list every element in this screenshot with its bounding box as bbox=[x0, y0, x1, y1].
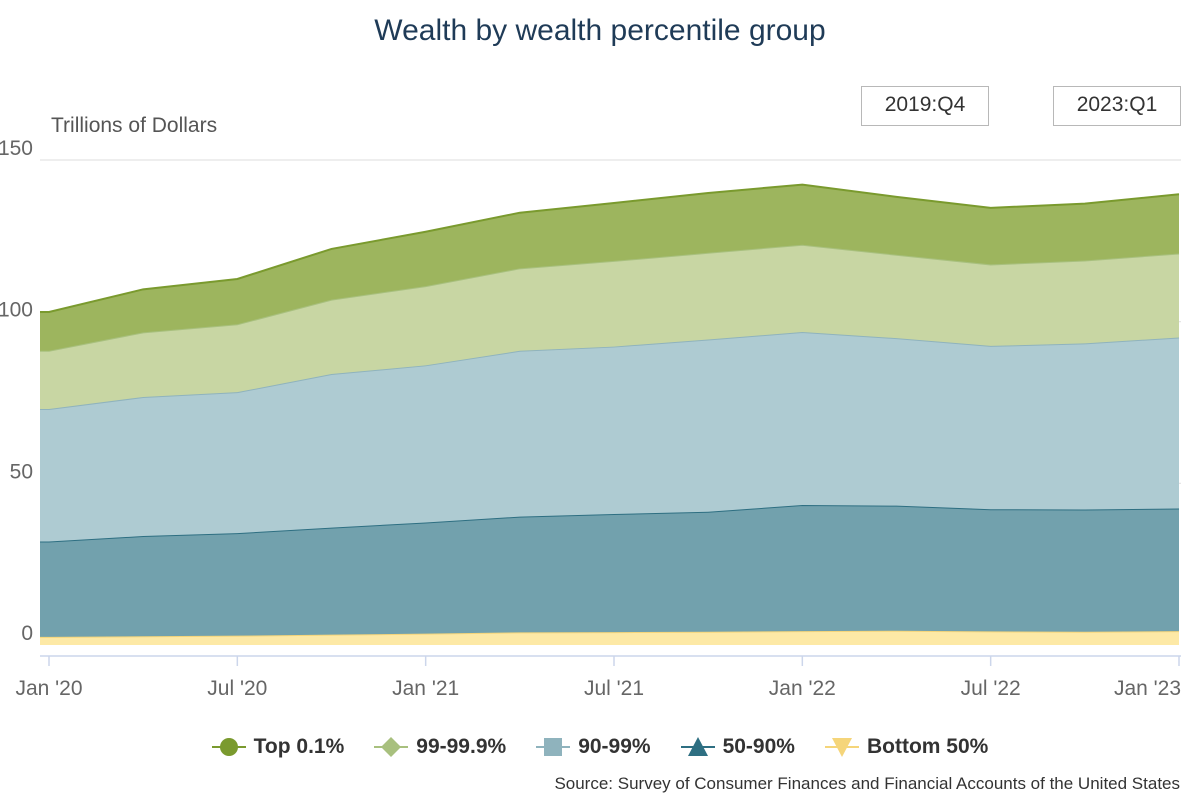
legend-label: 90-99% bbox=[578, 735, 651, 758]
y-axis-label: Trillions of Dollars bbox=[51, 114, 218, 137]
area-99-99-9-[interactable] bbox=[40, 244, 1179, 409]
x-tick-label: Jan '23 bbox=[1114, 677, 1181, 700]
source-note: Source: Survey of Consumer Finances and … bbox=[554, 774, 1180, 793]
y-tick-label: 150 bbox=[0, 137, 33, 160]
x-tick-label: Jul '22 bbox=[961, 677, 1021, 700]
series-line-99-99-9- bbox=[40, 243, 1180, 352]
x-tick-label: Jan '21 bbox=[392, 677, 459, 700]
triangle-marker-icon bbox=[680, 737, 715, 756]
chart-title: Wealth by wealth percentile group bbox=[374, 14, 826, 47]
y-tick-label: 0 bbox=[21, 622, 33, 645]
y-tick-label: 100 bbox=[0, 299, 33, 322]
diamond-marker-icon bbox=[374, 737, 409, 757]
legend-item-top-0-1-[interactable]: Top 0.1% bbox=[211, 732, 345, 762]
area-top-0-1-[interactable] bbox=[40, 184, 1179, 351]
legend-item-50-90-[interactable]: 50-90% bbox=[680, 732, 795, 762]
area-50-90-[interactable] bbox=[40, 504, 1179, 637]
x-tick-label: Jul '20 bbox=[207, 677, 267, 700]
area-bottom-50-[interactable] bbox=[40, 630, 1179, 645]
chart-legend: Top 0.1% 99-99.9% 90-99% 50-90% Bottom 50% bbox=[0, 732, 1200, 762]
square-marker-icon bbox=[536, 738, 571, 756]
circle-marker-icon bbox=[211, 738, 246, 756]
x-tick-label: Jan '22 bbox=[769, 677, 836, 700]
legend-label: 50-90% bbox=[722, 735, 795, 758]
x-tick-label: Jul '21 bbox=[584, 677, 644, 700]
legend-item-90-99-[interactable]: 90-99% bbox=[536, 732, 651, 762]
range-end-button[interactable]: 2023:Q1 bbox=[1053, 86, 1181, 126]
legend-label: 99-99.9% bbox=[416, 735, 507, 758]
range-start-button[interactable]: 2019:Q4 bbox=[861, 86, 989, 126]
x-tick-label: Jan '20 bbox=[15, 677, 82, 700]
series-line-top-0-1- bbox=[40, 183, 1180, 313]
area-90-99-[interactable] bbox=[40, 332, 1179, 542]
triangle-down-marker-icon bbox=[824, 738, 859, 757]
area-chart: 0 50 100 150 Jan '20 Jul '20 Jan '21 Jul '21 Jan… bbox=[0, 137, 1181, 700]
legend-label: Bottom 50% bbox=[866, 735, 989, 758]
legend-item-99-99-9-[interactable]: 99-99.9% bbox=[374, 732, 506, 762]
y-tick-label: 50 bbox=[10, 460, 33, 483]
legend-item-bottom-50-[interactable]: Bottom 50% bbox=[824, 732, 989, 762]
legend-label: Top 0.1% bbox=[253, 735, 345, 758]
